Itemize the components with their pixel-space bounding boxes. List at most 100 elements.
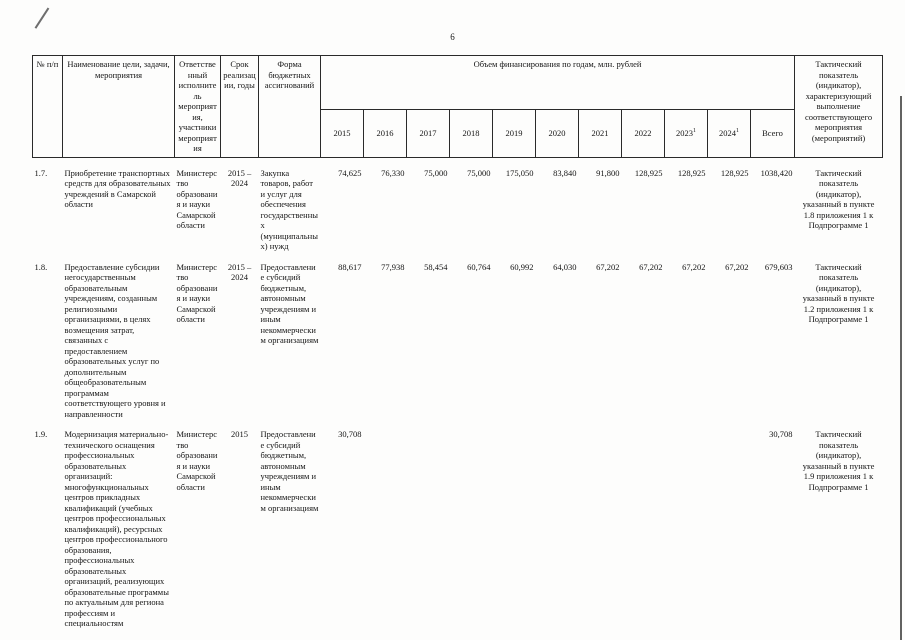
col-header-executor: Ответственный исполнитель мероприятия, у… xyxy=(174,55,221,158)
year-column-header: 20241 xyxy=(707,108,751,158)
period-cell: 2015 – 2024 xyxy=(227,167,252,189)
budget-form-cell: Предоставление субсидий бюджетным, автон… xyxy=(260,429,319,513)
year-value-cell: 83,840 xyxy=(553,167,577,178)
executor-cell: Министерство образования и науки Самарск… xyxy=(176,167,218,231)
executor-cell: Министерство образования и науки Самарск… xyxy=(176,261,218,325)
total-column-header: Всего xyxy=(749,108,796,158)
year-column-header: 2020 xyxy=(535,108,579,158)
year-value-cell: 128,925 xyxy=(720,167,749,178)
indicator-cell xyxy=(795,633,883,640)
year-value-cell xyxy=(493,423,536,633)
total-value-cell: 1038,420 xyxy=(760,167,793,178)
year-value-cell: 75,000 xyxy=(424,167,448,178)
year-value-cell xyxy=(450,633,493,640)
year-value-cell xyxy=(579,633,622,640)
year-value-cell: 58,454 xyxy=(424,261,448,272)
col-header-form: Форма бюджетных ассигнований xyxy=(258,55,321,158)
row-number-cell: 1.7. xyxy=(34,167,48,178)
col-header-num: № п/п xyxy=(32,55,63,158)
measure-name-cell: Предоставление субсидии негосударственны… xyxy=(64,261,166,419)
year-value-cell: 75,000 xyxy=(467,167,491,178)
year-value-cell xyxy=(364,423,407,633)
total-value-cell: 30,708 xyxy=(751,633,795,640)
year-value-cell xyxy=(579,423,622,633)
year-value-cell xyxy=(407,423,450,633)
year-value-cell xyxy=(708,633,751,640)
measure-name-cell: Приобретение транспортных средств для об… xyxy=(64,167,171,210)
budget-form-cell: Закупка товаров, работ и услуг для обесп… xyxy=(260,167,319,252)
budget-form-cell: Предоставление субсидий бюджетным, автон… xyxy=(260,261,319,346)
year-value-cell: 67,202 xyxy=(682,261,706,272)
period-cell xyxy=(221,633,259,640)
total-value-cell: 30,708 xyxy=(769,429,793,439)
table-row: 1.8. Предоставление субсидии негосударств… xyxy=(33,256,883,424)
row-number-cell: 1.8. xyxy=(34,261,48,272)
year-value-cell xyxy=(493,633,536,640)
measure-name-cell: Модернизация материально-технического ос… xyxy=(64,429,169,628)
year-column-header: 2017 xyxy=(406,108,450,158)
period-cell: 2015 xyxy=(231,429,248,439)
indicator-cell: Тактический показатель (индикатор), указ… xyxy=(802,261,875,325)
year-value-cell xyxy=(622,633,665,640)
col-header-period: Срок реализации, годы xyxy=(220,55,259,158)
year-value-cell xyxy=(708,423,751,633)
scan-artifact-right-edge xyxy=(900,96,902,640)
footnote-marker: 1 xyxy=(736,128,739,135)
year-value-cell: 67,202 xyxy=(725,261,749,272)
year-column-header: 2022 xyxy=(621,108,665,158)
year-value-cell: 91,800 xyxy=(596,167,620,178)
table-row: 1.7. Приобретение транспортных средств дл… xyxy=(33,157,883,256)
row-number-cell xyxy=(33,633,63,640)
period-cell: 2015 – 2024 xyxy=(227,261,252,283)
budget-form-cell xyxy=(259,633,321,640)
total-value-cell: 679,603 xyxy=(764,261,793,272)
header-row-years: 2015 2016 2017 2018 2019 2020 2021 2022 20231 202… xyxy=(33,108,883,158)
table-header: № п/п Наименование цели, задачи, меропри… xyxy=(32,55,884,158)
year-value-cell xyxy=(536,633,579,640)
row-number-cell: 1.9. xyxy=(34,429,48,439)
year-column-header: 2021 xyxy=(578,108,622,158)
year-value-cell: 88,617 xyxy=(338,261,362,272)
year-column-header: 2018 xyxy=(449,108,493,158)
year-value-cell: 67,202 xyxy=(639,261,663,272)
footnote-marker: 1 xyxy=(693,128,696,135)
col-header-name: Наименование цели, задачи, мероприятия xyxy=(62,55,175,158)
year-value-cell: 67,202 xyxy=(596,261,620,272)
year-value-cell xyxy=(364,633,407,640)
year-value-cell xyxy=(536,423,579,633)
financing-table: № п/п Наименование цели, задачи, меропри… xyxy=(32,55,884,640)
table-row: В том числе за счет средств областного б… xyxy=(33,633,883,640)
year-column-header: 2016 xyxy=(363,108,407,158)
header-row-top: № п/п Наименование цели, задачи, меропри… xyxy=(32,55,884,158)
scan-artifact-corner xyxy=(34,7,49,29)
year-value-cell: 60,992 xyxy=(510,261,534,272)
year-value-cell: 175,050 xyxy=(505,167,534,178)
col-header-indicator: Тактический показатель (индикатор), хара… xyxy=(794,55,884,158)
executor-cell xyxy=(175,633,221,640)
year-value-cell xyxy=(450,423,493,633)
table-row: 1.9. Модернизация материально-техническог… xyxy=(33,423,883,633)
year-value-cell xyxy=(407,633,450,640)
year-value-cell: 128,925 xyxy=(634,167,663,178)
executor-cell: Министерство образования и науки Самарск… xyxy=(176,429,218,492)
year-value-cell: 60,764 xyxy=(467,261,491,272)
year-value-cell xyxy=(665,633,708,640)
year-value-cell: 76,330 xyxy=(381,167,405,178)
page-number: 6 xyxy=(450,32,455,42)
year-value-cell: 74,625 xyxy=(338,167,362,178)
year-column-header: 20231 xyxy=(664,108,708,158)
year-value-cell xyxy=(665,423,708,633)
year-column-header: 2019 xyxy=(492,108,536,158)
measure-name-cell: В том числе за счет средств областного б… xyxy=(63,633,175,640)
year-value-cell: 128,925 xyxy=(677,167,706,178)
year-column-header: 2015 xyxy=(320,108,364,158)
col-header-financing: Объем финансирования по годам, млн. рубл… xyxy=(319,55,796,110)
year-value-cell xyxy=(622,423,665,633)
indicator-cell: Тактический показатель (индикатор), указ… xyxy=(802,167,875,231)
indicator-cell: Тактический показатель (индикатор), указ… xyxy=(802,429,875,492)
year-value-cell: 77,938 xyxy=(381,261,405,272)
table-body: 1.7. Приобретение транспортных средств дл… xyxy=(33,157,883,640)
year-value-cell: 64,030 xyxy=(553,261,577,272)
year-value-cell: 30,708 xyxy=(338,429,362,439)
